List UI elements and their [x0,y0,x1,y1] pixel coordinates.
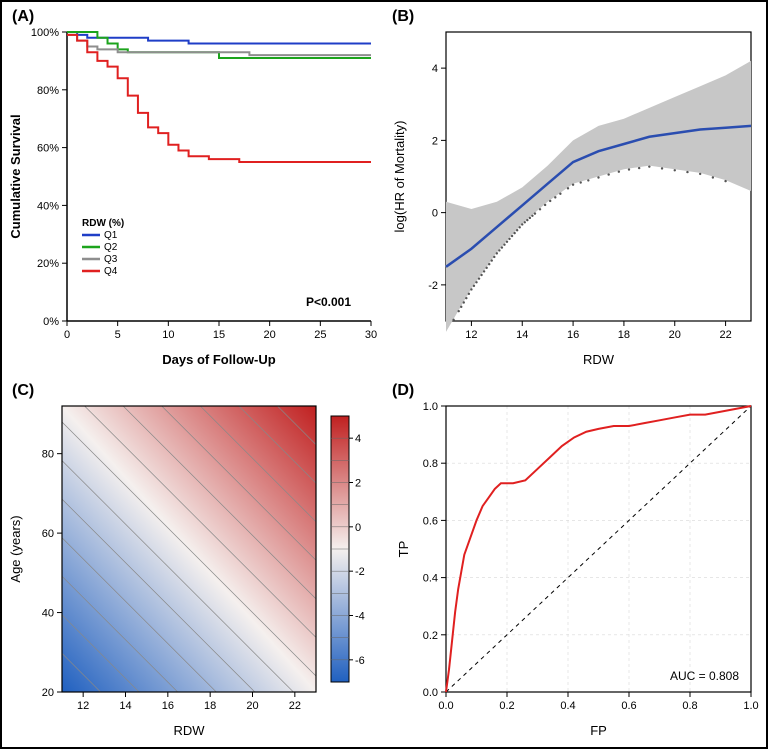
panel-d: (D) 0.0 0.2 0.4 0.6 0.8 1.0 0.0 0.2 0.4 0.6 0.8 1.0… [386,376,766,747]
svg-text:Cumulative Survival: Cumulative Survival [8,114,23,238]
svg-text:0: 0 [355,522,361,534]
panel-b: (B) 12 14 16 18 20 22 -2 0 2 4 RDW log(HR of Mortal… [386,2,766,376]
svg-text:25: 25 [314,329,326,341]
svg-text:20%: 20% [37,258,59,270]
svg-text:Q2: Q2 [104,242,118,253]
svg-text:-6: -6 [355,655,365,667]
svg-text:60: 60 [42,528,54,540]
svg-text:12: 12 [465,329,477,341]
svg-text:P<0.001: P<0.001 [306,295,351,309]
svg-text:0.0: 0.0 [438,700,453,712]
svg-text:12: 12 [77,700,89,712]
svg-text:-2: -2 [355,566,365,578]
svg-text:Q1: Q1 [104,230,118,241]
panel-a-svg: 0% 20% 40% 60% 80% 100% 0 5 10 15 20 25 30 Days of Fo… [2,2,386,376]
svg-text:20: 20 [669,329,681,341]
panel-b-svg: 12 14 16 18 20 22 -2 0 2 4 RDW log(HR of Mortality) [386,2,766,376]
svg-text:5: 5 [115,329,121,341]
svg-text:0: 0 [432,208,438,220]
svg-text:0.4: 0.4 [560,700,575,712]
svg-text:80%: 80% [37,85,59,97]
svg-text:RDW: RDW [173,723,205,738]
panel-c: (C) 12141618202220406080RDWAge (years)-6… [2,376,386,747]
svg-text:18: 18 [618,329,630,341]
svg-text:-4: -4 [355,611,365,623]
svg-text:Q4: Q4 [104,266,118,277]
svg-text:RDW: RDW [583,352,615,367]
svg-text:40%: 40% [37,200,59,212]
svg-text:4: 4 [355,433,361,445]
svg-text:100%: 100% [31,27,59,39]
svg-text:1.0: 1.0 [423,401,438,413]
svg-text:0.0: 0.0 [423,687,438,699]
svg-text:0%: 0% [43,316,59,328]
svg-text:2: 2 [355,478,361,490]
panel-c-label: (C) [12,382,34,400]
svg-text:60%: 60% [37,143,59,155]
svg-text:log(HR of Mortality): log(HR of Mortality) [392,121,407,233]
svg-text:0.2: 0.2 [423,630,438,642]
panel-c-svg: 12141618202220406080RDWAge (years)-6-4-2… [2,376,386,747]
svg-text:RDW (%): RDW (%) [82,218,124,229]
svg-text:15: 15 [213,329,225,341]
svg-text:14: 14 [516,329,528,341]
svg-text:22: 22 [719,329,731,341]
svg-text:14: 14 [119,700,131,712]
svg-text:FP: FP [590,723,607,738]
svg-text:Days of Follow-Up: Days of Follow-Up [162,352,275,367]
svg-text:18: 18 [204,700,216,712]
panel-b-label: (B) [392,8,414,26]
svg-text:0.2: 0.2 [499,700,514,712]
svg-text:AUC = 0.808: AUC = 0.808 [670,669,739,683]
svg-text:16: 16 [567,329,579,341]
svg-text:40: 40 [42,608,54,620]
svg-text:Q3: Q3 [104,254,118,265]
svg-text:Age (years): Age (years) [8,515,23,582]
panel-d-svg: 0.0 0.2 0.4 0.6 0.8 1.0 0.0 0.2 0.4 0.6 0.8 1.0 FP TP… [386,376,766,747]
svg-text:TP: TP [396,541,411,558]
svg-text:80: 80 [42,449,54,461]
panel-d-label: (D) [392,382,414,400]
svg-text:0.8: 0.8 [423,458,438,470]
svg-text:1.0: 1.0 [743,700,758,712]
svg-text:0.6: 0.6 [423,515,438,527]
panel-a: (A) 0% 20% 40% 60% 80% 100% 0 5 10 15 20 25 30 Days o… [2,2,386,376]
svg-text:2: 2 [432,135,438,147]
svg-text:-2: -2 [428,280,438,292]
svg-text:0.8: 0.8 [682,700,697,712]
svg-text:30: 30 [365,329,377,341]
svg-text:22: 22 [289,700,301,712]
svg-text:0.4: 0.4 [423,573,438,585]
svg-text:0.6: 0.6 [621,700,636,712]
svg-text:0: 0 [64,329,70,341]
svg-text:4: 4 [432,63,438,75]
figure-container: (A) 0%20%40%60%80%100%051015202530Days o… [0,0,768,749]
svg-text:16: 16 [162,700,174,712]
svg-text:20: 20 [42,687,54,699]
svg-text:20: 20 [246,700,258,712]
svg-text:10: 10 [162,329,174,341]
svg-text:20: 20 [264,329,276,341]
panel-a-label: (A) [12,8,34,26]
